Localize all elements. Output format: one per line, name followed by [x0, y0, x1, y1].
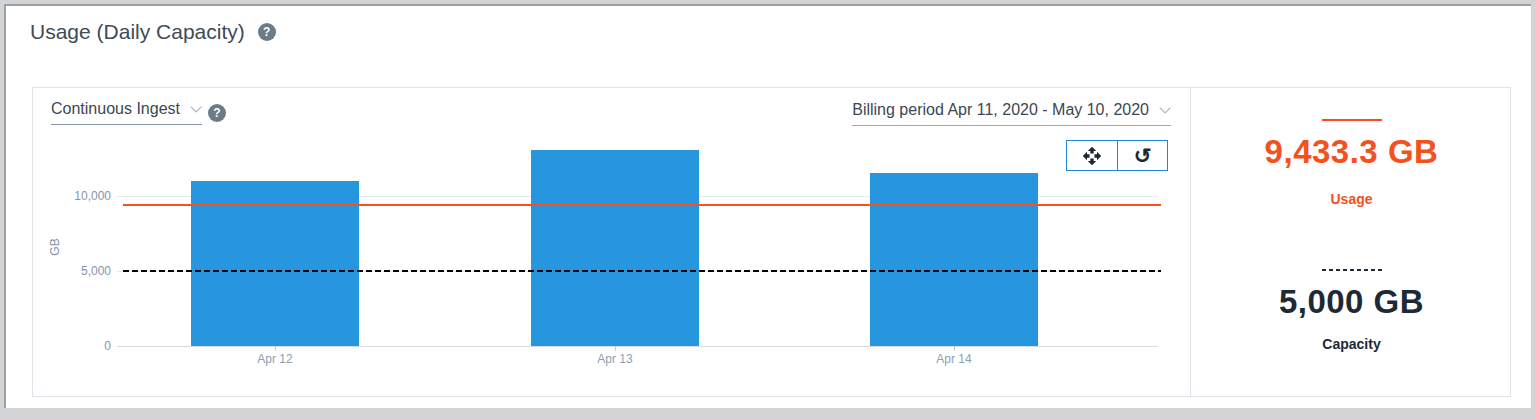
page-title: Usage (Daily Capacity) [30, 20, 245, 44]
bar-apr-12[interactable] [191, 181, 359, 346]
x-tick-label: Apr 12 [225, 352, 325, 366]
usage-value: 9,433.3 GB [1191, 133, 1512, 171]
bar-apr-13[interactable] [531, 150, 699, 346]
x-axis-line [117, 346, 1158, 347]
usage-reference-line [123, 204, 1161, 206]
y-tick-label: 5,000 [51, 264, 111, 278]
page-header: Usage (Daily Capacity) ? [30, 20, 276, 44]
bar-chart-plot: GB 0 5,000 10,000 Apr 12 Apr 13 Apr 14 [33, 88, 1190, 396]
capacity-value: 5,000 GB [1191, 283, 1512, 321]
x-tick-label: Apr 13 [565, 352, 665, 366]
x-tick [954, 346, 955, 351]
usage-label: Usage [1191, 191, 1512, 207]
usage-page: Usage (Daily Capacity) ? Continuous Inge… [4, 4, 1531, 408]
bar-apr-14[interactable] [870, 173, 1038, 346]
capacity-marker-line [1322, 269, 1382, 271]
x-tick-label: Apr 14 [904, 352, 1004, 366]
capacity-label: Capacity [1191, 336, 1512, 352]
chart-section: Continuous Ingest ? Billing period Apr 1… [33, 88, 1190, 396]
x-tick [275, 346, 276, 351]
usage-chart-card: Continuous Ingest ? Billing period Apr 1… [32, 87, 1511, 397]
usage-marker-line [1322, 119, 1382, 121]
summary-section: 9,433.3 GB Usage 5,000 GB Capacity [1191, 88, 1512, 396]
x-tick [615, 346, 616, 351]
capacity-reference-line [123, 270, 1161, 272]
y-tick-label: 0 [51, 339, 111, 353]
y-axis-title: GB [48, 238, 62, 255]
page-help-icon[interactable]: ? [258, 23, 276, 41]
y-tick-label: 10,000 [51, 189, 111, 203]
